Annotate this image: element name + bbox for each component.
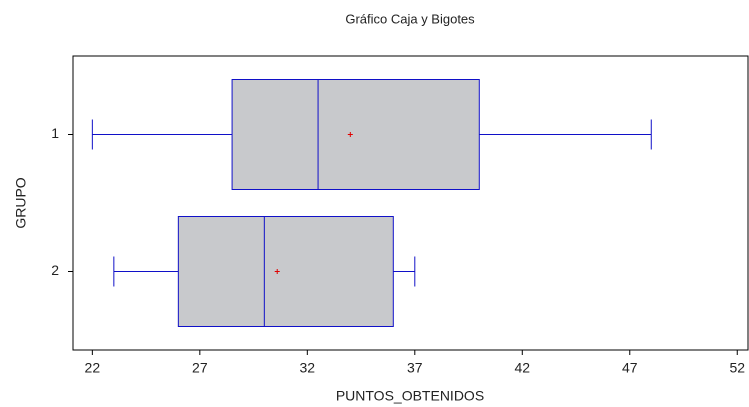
box xyxy=(177,216,394,327)
plot-frame xyxy=(72,55,749,351)
x-tick-label: 52 xyxy=(729,360,745,376)
x-tick-label: 47 xyxy=(622,360,638,376)
box xyxy=(231,79,480,190)
x-tick-label: 22 xyxy=(85,360,101,376)
x-tick-label: 42 xyxy=(514,360,530,376)
x-tick-label: 27 xyxy=(192,360,208,376)
y-axis-label: GRUPO xyxy=(13,177,29,228)
chart-title: Gráfico Caja y Bigotes xyxy=(345,11,475,26)
x-tick-label: 37 xyxy=(407,360,423,376)
y-tick-label: 2 xyxy=(51,262,59,278)
x-tick-label: 32 xyxy=(300,360,316,376)
x-axis-label: PUNTOS_OBTENIDOS xyxy=(336,388,484,404)
y-tick-label: 1 xyxy=(51,125,59,141)
mean-marker xyxy=(274,269,280,274)
mean-marker xyxy=(347,132,353,137)
